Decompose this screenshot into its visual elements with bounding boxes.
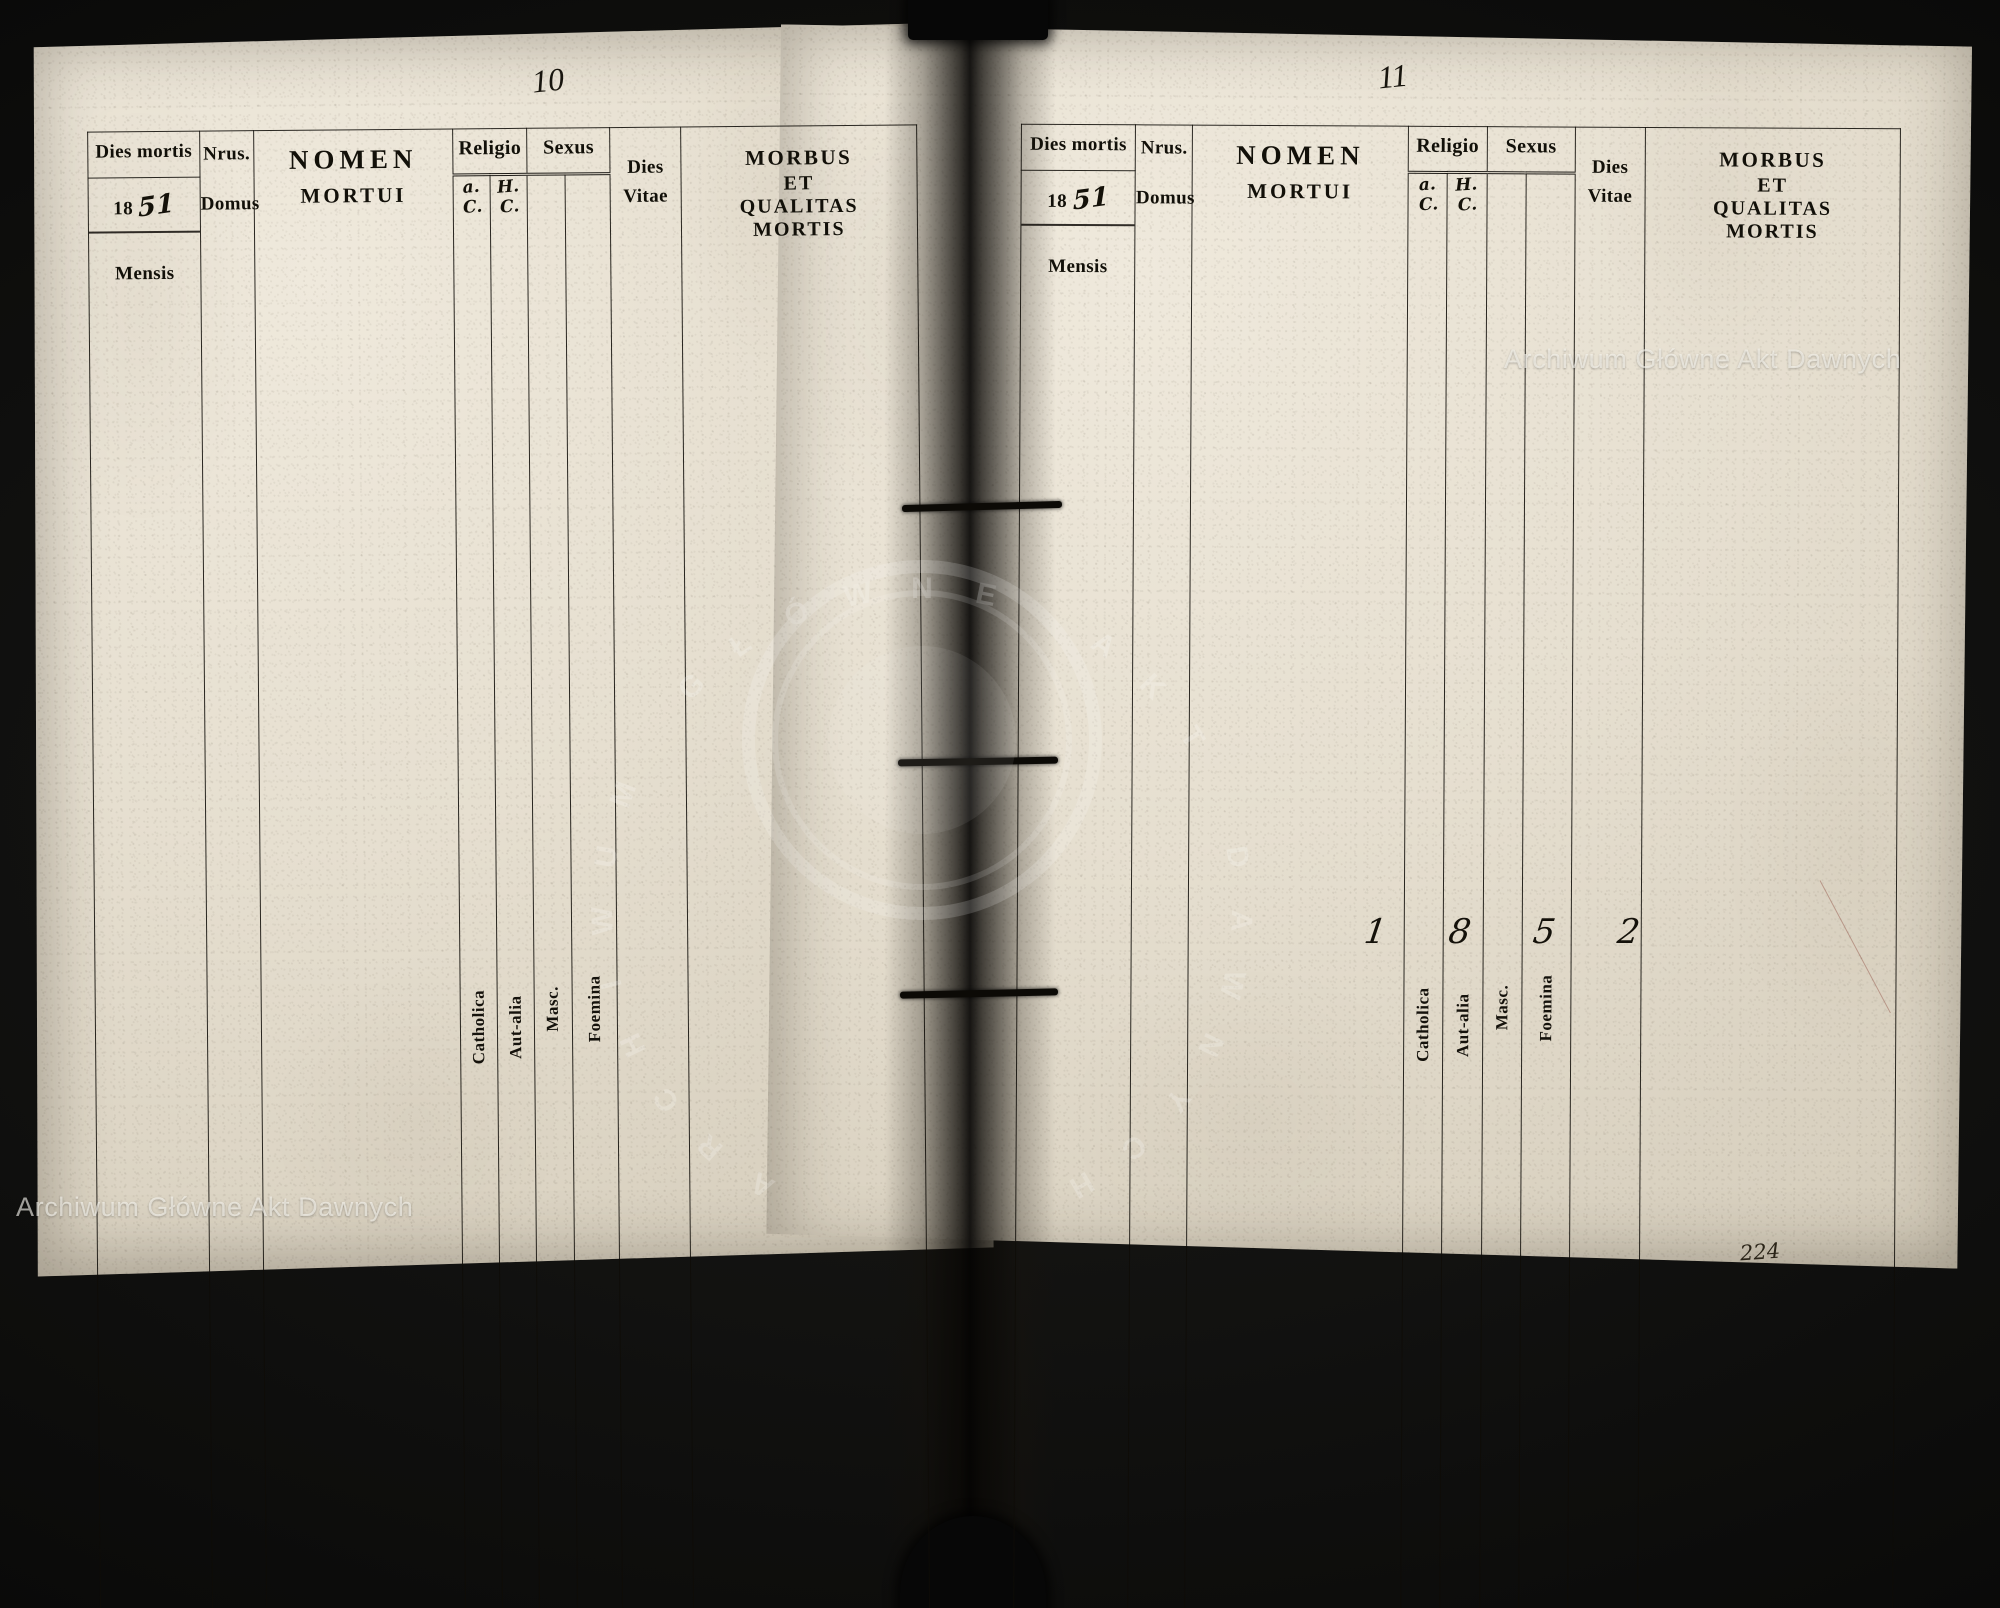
header-morbus-r: MORBUS — [1719, 147, 1827, 172]
right-page-table: Dies mortis Nrus. Domus NOMEN MORTUI Rel… — [1012, 124, 1901, 1608]
left-page-table: Dies mortis Nrus. Domus NOMEN MORTUI Rel… — [87, 124, 932, 1608]
header-et-r: ET — [1757, 174, 1789, 198]
header-aut-alia: Aut-alia — [505, 995, 526, 1059]
header-dies-mortis-r: Dies mortis — [1030, 133, 1127, 156]
header-mortui-r: MORTUI — [1247, 178, 1354, 204]
year-handwritten-r: 51 — [1071, 181, 1110, 217]
header-religio: Religio — [458, 136, 522, 160]
header-nomen-r: NOMEN — [1236, 139, 1365, 171]
header-domus: Domus — [200, 193, 260, 215]
header-qualitas-r: QUALITAS — [1712, 197, 1833, 221]
header-dies: Dies — [627, 156, 664, 178]
header-nomen: NOMEN — [288, 143, 418, 175]
year-divider-1852: 1 8 5 2 — [1361, 912, 1669, 952]
header-et: ET — [783, 172, 815, 196]
mark-ac: a. C. — [461, 176, 483, 218]
header-morbus: MORBUS — [745, 144, 853, 170]
header-mensis-r: Mensis — [1021, 223, 1135, 279]
header-foemina-r: Foemina — [1536, 974, 1556, 1042]
footer-pencil-number: 224 — [1739, 1238, 1781, 1266]
header-nrus: Nrus. — [203, 143, 251, 165]
header-sexus: Sexus — [543, 136, 595, 159]
header-domus-r: Domus — [1135, 187, 1195, 209]
ledger-table-left: Dies mortis Nrus. Domus NOMEN MORTUI Rel… — [87, 124, 940, 1608]
header-dies-mortis: Dies mortis — [95, 140, 193, 163]
header-year-row: 18 51 — [89, 178, 200, 224]
folio-number-right: 11 — [1376, 56, 1410, 96]
header-sexus-r: Sexus — [1505, 135, 1557, 158]
folio-number-left: 10 — [530, 60, 566, 100]
header-mortis-r: MORTIS — [1726, 220, 1819, 244]
header-mensis: Mensis — [88, 230, 201, 286]
header-mortis: MORTIS — [753, 218, 846, 242]
year-prefix: 18 — [113, 198, 134, 220]
book-clamp-top — [908, 0, 1048, 40]
header-catholica: Catholica — [468, 989, 489, 1065]
year-handwritten: 51 — [137, 188, 176, 224]
header-vitae-r: Vitae — [1587, 185, 1633, 207]
header-qualitas: QUALITAS — [739, 195, 859, 219]
header-foemina: Foemina — [584, 975, 605, 1043]
ledger-table-right: Dies mortis Nrus. Domus NOMEN MORTUI Rel… — [1007, 124, 1901, 1608]
header-mortui: MORTUI — [300, 182, 407, 208]
header-religio-r: Religio — [1416, 134, 1480, 158]
header-masc: Masc. — [543, 986, 563, 1032]
header-vitae: Vitae — [623, 185, 669, 208]
header-year-row-r: 18 51 — [1021, 171, 1134, 217]
mark-hc-r: H. C. — [1454, 174, 1479, 216]
header-nrus-r: Nrus. — [1140, 137, 1188, 159]
mark-ac-r: a. C. — [1417, 174, 1439, 216]
header-dies-r: Dies — [1591, 156, 1629, 178]
header-masc-r: Masc. — [1492, 984, 1512, 1031]
year-prefix-r: 18 — [1047, 190, 1068, 212]
mark-hc: H. C. — [496, 176, 521, 218]
